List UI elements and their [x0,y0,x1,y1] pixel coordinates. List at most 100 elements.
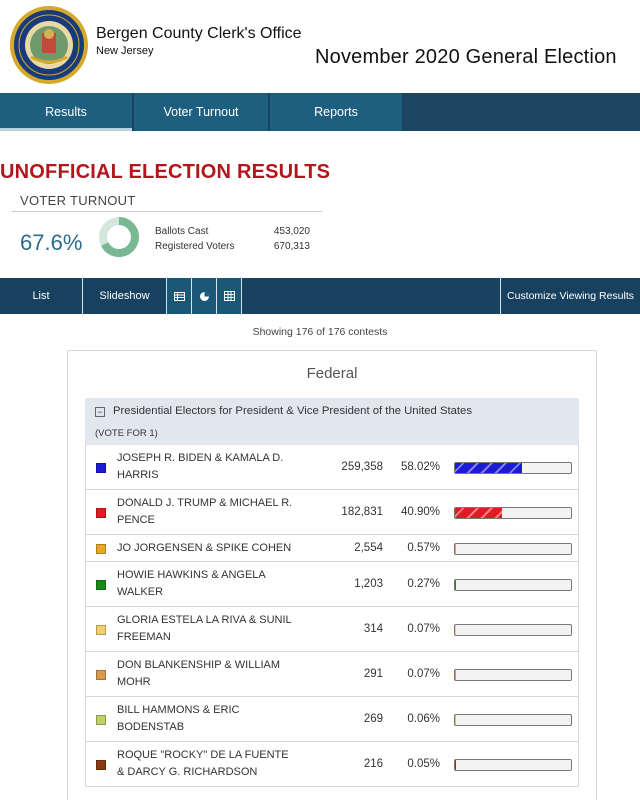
candidate-name-line: FREEMAN [117,631,171,643]
candidate-percentage: 40.90% [400,505,440,518]
candidate-name-line: DON BLANKENSHIP & WILLIAM [117,659,281,671]
candidate-percentage: 0.07% [407,622,440,635]
candidate-votes: 1,203 [354,577,383,590]
vote-share-bar [454,758,572,771]
divider [12,211,322,212]
candidate-row: JOSEPH R. BIDEN & KAMALA D. HARRIS 259,358… [85,445,579,490]
list-label: List [32,290,50,302]
candidate-name-line: JOSEPH R. BIDEN & KAMALA D. [117,452,284,464]
candidate-name: JOSEPH R. BIDEN & KAMALA D. HARRIS [117,450,327,484]
candidate-percentage: 0.57% [407,541,440,554]
table-view-icon[interactable] [167,278,192,314]
customize-viewing-results-button[interactable]: Customize Viewing Results [500,278,640,314]
candidate-name-line: ROQUE "ROCKY" DE LA FUENTE [117,749,289,761]
vote-share-bar [454,668,572,681]
vote-share-fill [455,759,457,770]
tab-results[interactable]: Results [0,93,134,131]
registered-voters-label: Registered Voters [155,241,235,252]
tab-label: Reports [314,105,358,119]
candidate-name: BILL HAMMONS & ERIC BODENSTAB [117,702,327,736]
candidate-row: DONALD J. TRUMP & MICHAEL R. PENCE 182,831… [85,490,579,535]
vote-share-fill [455,507,503,518]
candidate-percentage: 0.05% [407,757,440,770]
slideshow-button[interactable]: Slideshow [83,278,167,314]
party-color-swatch [96,462,106,473]
candidate-name: HOWIE HAWKINS & ANGELA WALKER [117,567,327,601]
candidate-percentage: 58.02% [400,460,440,473]
candidate-row: ROQUE "ROCKY" DE LA FUENTE & DARCY G. RIC… [85,742,579,787]
vote-share-fill [455,543,457,554]
candidate-votes: 314 [363,622,383,635]
candidate-name-line: JO JORGENSEN & SPIKE COHEN [117,542,292,554]
tab-voter-turnout[interactable]: Voter Turnout [134,93,270,131]
view-toolbar: List Slideshow Customize Viewing Results [0,278,640,314]
candidate-name: ROQUE "ROCKY" DE LA FUENTE & DARCY G. RIC… [117,747,327,781]
party-color-swatch [96,624,106,635]
tab-label: Voter Turnout [163,105,239,119]
candidate-votes: 2,554 [354,541,383,554]
candidate-name-line: GLORIA ESTELA LA RIVA & SUNIL [117,614,292,626]
party-color-swatch [96,714,106,725]
candidate-name-line: BILL HAMMONS & ERIC [117,704,240,716]
candidate-name-line: PENCE [117,514,155,526]
candidate-name-line: HARRIS [117,469,159,481]
tab-label: Results [45,105,87,119]
candidate-name-line: WALKER [117,586,164,598]
vote-share-bar [454,542,572,555]
vote-share-bar [454,461,572,474]
registered-voters-row: Registered Voters 670,313 [155,241,310,252]
candidate-name-line: BODENSTAB [117,721,185,733]
candidate-percentage: 0.27% [407,577,440,590]
contest: − Presidential Electors for President & … [85,398,579,787]
vote-share-bar [454,578,572,591]
vote-share-fill [455,579,457,590]
party-color-swatch [96,579,106,590]
candidate-votes: 216 [363,757,383,770]
candidate-name: DONALD J. TRUMP & MICHAEL R. PENCE [117,495,327,529]
tab-reports[interactable]: Reports [270,93,404,131]
candidate-row: HOWIE HAWKINS & ANGELA WALKER 1,203 0.27% [85,562,579,607]
candidate-name: JO JORGENSEN & SPIKE COHEN [117,540,327,557]
candidate-name: DON BLANKENSHIP & WILLIAM MOHR [117,657,327,691]
turnout-stats: Ballots Cast 453,020 Registered Voters 6… [155,226,310,256]
turnout-donut-chart [99,217,139,257]
turnout-percentage: 67.6% [20,230,83,255]
candidate-row: BILL HAMMONS & ERIC BODENSTAB 269 0.06% [85,697,579,742]
candidate-percentage: 0.07% [407,667,440,680]
candidate-list: JOSEPH R. BIDEN & KAMALA D. HARRIS 259,358… [85,445,579,787]
election-title: November 2020 General Election [315,46,617,68]
candidate-name-line: HOWIE HAWKINS & ANGELA [117,569,266,581]
candidate-name-line: & DARCY G. RICHARDSON [117,766,258,778]
grid-view-icon[interactable] [217,278,242,314]
org-state: New Jersey [96,45,154,57]
candidate-votes: 269 [363,712,383,725]
vote-share-fill [455,462,523,473]
nav-filler [404,93,640,131]
candidate-votes: 291 [363,667,383,680]
org-name: Bergen County Clerk's Office [96,25,302,42]
slideshow-label: Slideshow [99,290,150,302]
candidate-votes: 182,831 [341,505,383,518]
list-view-button[interactable]: List [0,278,83,314]
contest-count: Showing 176 of 176 contests [252,326,388,338]
vote-share-bar [454,623,572,636]
county-seal-logo [10,6,88,84]
collapse-icon[interactable]: − [95,407,105,417]
vote-share-fill [455,714,457,725]
voter-turnout-heading: VOTER TURNOUT [20,193,136,208]
vote-share-fill [455,669,457,680]
party-color-swatch [96,669,106,680]
card-title: Federal [306,365,358,382]
vote-share-bar [454,713,572,726]
candidate-name-line: MOHR [117,676,151,688]
registered-voters-value: 670,313 [273,241,310,252]
candidate-row: DON BLANKENSHIP & WILLIAM MOHR 291 0.07% [85,652,579,697]
contest-header[interactable]: − Presidential Electors for President & … [85,398,579,445]
candidate-percentage: 0.06% [407,712,440,725]
vote-share-bar [454,506,572,519]
candidate-name-line: DONALD J. TRUMP & MICHAEL R. [117,497,293,509]
pie-chart-icon[interactable] [192,278,217,314]
contest-name: Presidential Electors for President & Vi… [113,405,472,417]
ballots-cast-value: 453,020 [273,226,310,237]
page-title: UNOFFICIAL ELECTION RESULTS [0,161,331,183]
